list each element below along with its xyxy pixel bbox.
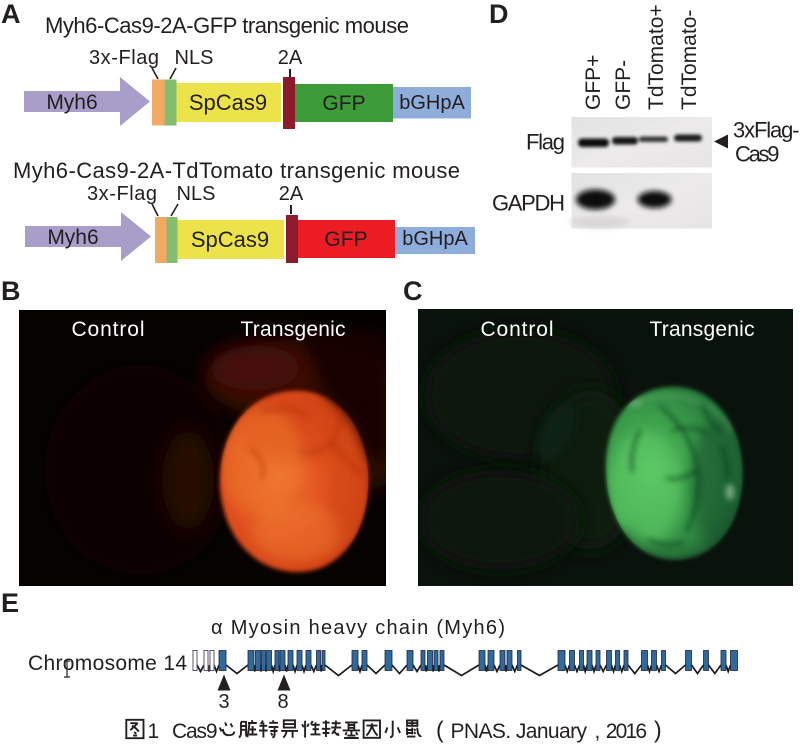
svg-text:TdTomato-: TdTomato- (678, 10, 701, 110)
svg-text:2A: 2A (278, 47, 303, 69)
svg-text:GFP+: GFP+ (582, 55, 605, 110)
svg-text:SpCas9: SpCas9 (191, 227, 269, 252)
svg-text:NLS: NLS (177, 183, 216, 205)
svg-text:bGHpA: bGHpA (399, 92, 465, 114)
svg-text:2016: 2016 (606, 720, 647, 743)
svg-text:E: E (1, 588, 19, 618)
svg-text:8: 8 (277, 691, 288, 713)
svg-text:SpCas9: SpCas9 (189, 90, 267, 115)
svg-text:Transgenic: Transgenic (650, 318, 755, 341)
svg-text:GAPDH: GAPDH (492, 191, 565, 216)
svg-text:Chromosome 14: Chromosome 14 (28, 652, 187, 675)
svg-text:,: , (595, 720, 601, 743)
svg-text:B: B (1, 276, 21, 306)
svg-text:Myh6-Cas9-2A-GFP transgenic mo: Myh6-Cas9-2A-GFP transgenic mouse (45, 13, 409, 38)
svg-text:Myh6-Cas9-2A-TdTomato transgen: Myh6-Cas9-2A-TdTomato transgenic mouse (13, 158, 460, 183)
svg-text:bGHpA: bGHpA (402, 228, 468, 250)
svg-text:C: C (403, 276, 423, 306)
svg-text:GFP: GFP (322, 92, 365, 115)
svg-text:3: 3 (218, 691, 229, 713)
svg-text:): ) (654, 717, 662, 743)
svg-text:Control: Control (72, 318, 145, 341)
svg-text:1: 1 (148, 720, 160, 743)
svg-text:2A: 2A (279, 183, 304, 205)
svg-text:Cas9: Cas9 (172, 720, 218, 743)
svg-text:D: D (489, 0, 509, 29)
svg-text:Myh6: Myh6 (46, 91, 97, 114)
svg-text:PNAS. January: PNAS. January (451, 720, 588, 743)
svg-text:α Myosin heavy chain (Myh6): α Myosin heavy chain (Myh6) (211, 617, 505, 639)
svg-text:Cas9: Cas9 (735, 142, 780, 167)
svg-text:TdTomato+: TdTomato+ (645, 4, 668, 110)
svg-text:Transgenic: Transgenic (241, 318, 346, 341)
svg-text:A: A (1, 0, 21, 29)
svg-text:GFP-: GFP- (612, 60, 635, 110)
svg-text:Myh6: Myh6 (47, 226, 98, 249)
svg-text:3xFlag-: 3xFlag- (733, 118, 800, 143)
svg-text:Control: Control (481, 318, 554, 341)
svg-text:3x-Flag: 3x-Flag (87, 183, 157, 205)
svg-text:(: ( (436, 717, 444, 743)
svg-text:3x-Flag: 3x-Flag (89, 47, 159, 69)
svg-text:Flag: Flag (526, 130, 565, 155)
svg-text:NLS: NLS (175, 47, 214, 69)
svg-text:GFP: GFP (324, 228, 367, 251)
